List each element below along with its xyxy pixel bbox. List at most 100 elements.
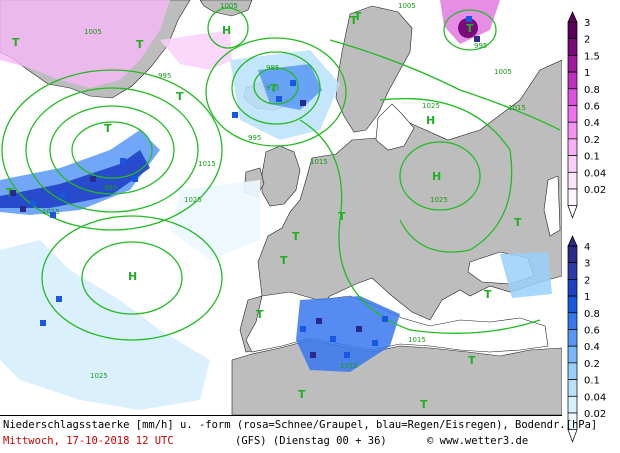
legend-arrow	[567, 429, 578, 443]
isobar-label: 1025	[430, 196, 448, 204]
footer-info-line: Mittwoch, 17-10-2018 12 UTC (GFS) (Diens…	[3, 435, 559, 448]
legend-rain-scale: 4 3 2 1 0.8 0.6 0.4 0.2 0.1 0.04 0.02	[567, 235, 606, 443]
precipitation-cell	[382, 316, 388, 322]
legend-swatch	[567, 362, 578, 380]
precipitation-cell	[310, 352, 316, 358]
legend-swatch	[567, 55, 578, 73]
snow-area-greenland	[0, 0, 170, 88]
pressure-center: T	[468, 354, 476, 367]
isobar-label: 1025	[422, 102, 440, 110]
pressure-center: H	[426, 114, 435, 127]
pressure-center: T	[420, 398, 428, 411]
isobar-label: 1015	[310, 158, 328, 166]
pressure-center: T	[136, 38, 144, 51]
legend-swatch	[567, 88, 578, 106]
legend-label: 2	[584, 35, 590, 46]
isobar-label: 1025	[184, 196, 202, 204]
baltic-sea	[375, 103, 415, 151]
isobar-high-azores-2	[41, 215, 223, 341]
pressure-center: T	[484, 288, 492, 301]
legend-label: 1	[584, 68, 590, 79]
precipitation-cell	[50, 212, 56, 218]
pressure-center: H	[128, 270, 137, 283]
isobar-label: 995	[474, 42, 487, 50]
precipitation-cell	[20, 206, 26, 212]
legend-label: 0.04	[584, 392, 606, 403]
isobar-label: 995	[158, 72, 171, 80]
isobar-europe-1025	[379, 97, 513, 253]
precipitation-cell	[60, 192, 66, 198]
legend-swatch	[567, 345, 578, 364]
legend-swatch	[567, 171, 578, 190]
legend-swatch	[567, 329, 578, 347]
legend-swatch	[567, 38, 578, 56]
rain-area-iceland-core	[258, 64, 322, 110]
weather-map: 1005 1005 995 985 975 995 985 1015 1025 …	[0, 0, 562, 415]
precipitation-cell	[466, 16, 472, 22]
pressure-center: T	[176, 90, 184, 103]
isobar-low-west-2	[49, 105, 175, 195]
isobar-label: 985	[104, 184, 117, 192]
source-credit: © www.wetter3.de	[427, 435, 529, 447]
legend-swatch	[567, 121, 578, 140]
legend-swatch	[567, 279, 578, 297]
footer: Niederschlagsstaerke [mm/h] u. -form (ro…	[0, 415, 597, 453]
precipitation-cell	[316, 318, 322, 324]
legend-label: 3	[584, 259, 590, 270]
precipitation-cell	[90, 176, 96, 182]
isobar-label: 1015	[340, 362, 358, 370]
legend-swatch	[567, 21, 578, 40]
legend-swatch	[567, 71, 578, 90]
precipitation-cell	[290, 80, 296, 86]
isobar-label: 1005	[494, 68, 512, 76]
precipitation-areas	[0, 0, 552, 410]
pressure-center: T	[256, 308, 264, 321]
rain-area-sw	[0, 240, 210, 410]
legend-label: 0.4	[584, 118, 600, 129]
legend-label: 0.1	[584, 152, 600, 163]
legend-swatch	[567, 295, 578, 314]
isobar-label: 1015	[198, 160, 216, 168]
legend-label: 3	[584, 18, 590, 29]
isobar-low-iceland-3	[205, 37, 347, 147]
pressure-center: H	[222, 24, 231, 37]
isobar-north	[329, 39, 561, 131]
isobar-low-greenland	[207, 7, 249, 49]
precipitation-cell	[300, 326, 306, 332]
pressure-center: H	[432, 170, 441, 183]
legend-arrow	[567, 11, 578, 23]
legend-panel: 3 2 1.5 1 0.8 0.6 0.4 0.2 0.1 0.04 0.02 4 3 2 1 0.8 0.6…	[562, 0, 620, 452]
pressure-center: T	[354, 10, 362, 23]
legend-label: 0.02	[584, 185, 606, 196]
caspian-sea	[543, 175, 561, 237]
pressure-center: T	[12, 36, 20, 49]
precipitation-cell	[356, 326, 362, 332]
legend-swatch	[567, 262, 578, 280]
rain-area-iberia-sea	[170, 180, 260, 260]
precipitation-cell	[344, 352, 350, 358]
legend-label: 0.04	[584, 168, 606, 179]
precipitation-cell	[30, 200, 36, 206]
legend-label: 0.4	[584, 342, 600, 353]
isobar-low-arctic	[443, 9, 497, 51]
pressure-center: T	[270, 82, 278, 95]
precipitation-cells	[10, 16, 480, 358]
legend-label: 1	[584, 292, 590, 303]
isobar-low-west-4	[1, 69, 223, 231]
legend-swatch	[567, 188, 578, 207]
pressure-center: T	[338, 210, 346, 223]
legend-label: 0.02	[584, 409, 606, 420]
isobar-high-europe	[399, 141, 481, 211]
legend-label: 0.2	[584, 135, 600, 146]
legend-label: 1.5	[584, 51, 600, 62]
pressure-center: T	[466, 22, 474, 35]
isobar-europe-1015	[299, 119, 541, 334]
precipitation-cell	[474, 36, 480, 42]
isobar-low-iceland-1	[253, 67, 299, 105]
isobar-label: 1015	[408, 336, 426, 344]
legend-label: 0.6	[584, 326, 600, 337]
isobars	[1, 7, 561, 341]
legend-swatch	[567, 379, 578, 397]
pressure-center-group: T T T H T T T T T H H T T T T H T T T T …	[6, 10, 522, 411]
